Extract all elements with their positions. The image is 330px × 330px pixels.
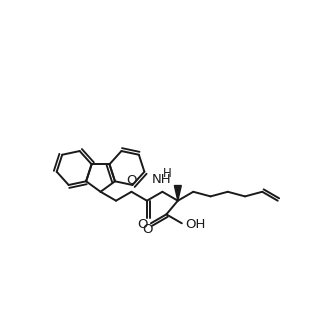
Polygon shape xyxy=(174,185,181,201)
Text: NH: NH xyxy=(151,173,171,186)
Text: OH: OH xyxy=(185,218,205,231)
Text: O: O xyxy=(137,218,148,231)
Text: O: O xyxy=(126,174,137,187)
Text: H: H xyxy=(163,167,172,180)
Text: O: O xyxy=(143,223,153,236)
